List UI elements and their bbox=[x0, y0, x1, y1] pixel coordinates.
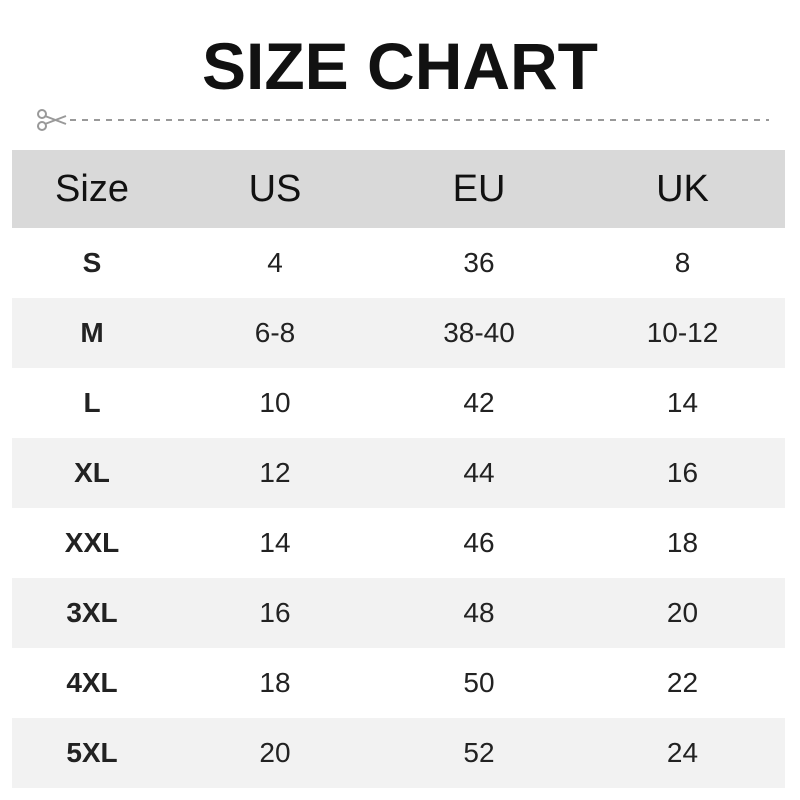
cell-eu: 42 bbox=[463, 387, 495, 418]
cell-us: 6-8 bbox=[254, 317, 296, 348]
size-table: Size US EU UK S 4 36 8 M 6-8 38-40 10-12 L 10 42 14… bbox=[12, 150, 785, 788]
cell-us: 12 bbox=[259, 457, 291, 488]
cell-eu: 36 bbox=[463, 247, 495, 278]
cell-eu: 46 bbox=[463, 527, 495, 558]
cell-size: XXL bbox=[64, 527, 120, 558]
cell-eu: 38-40 bbox=[443, 317, 515, 348]
header-eu: EU bbox=[452, 167, 506, 210]
header-size: Size bbox=[55, 167, 129, 210]
cut-line bbox=[37, 109, 769, 131]
cell-us: 18 bbox=[259, 667, 291, 698]
cell-size: 3XL bbox=[66, 597, 118, 628]
cell-uk: 16 bbox=[666, 457, 699, 488]
page-title: SIZE CHART bbox=[202, 29, 598, 103]
cell-eu: 52 bbox=[463, 737, 495, 768]
cell-size: 4XL bbox=[66, 667, 118, 698]
cell-eu: 44 bbox=[463, 457, 495, 488]
cell-size: S bbox=[82, 247, 102, 278]
table-row: S 4 36 8 bbox=[12, 228, 785, 298]
cell-us: 20 bbox=[259, 737, 291, 768]
table-row: M 6-8 38-40 10-12 bbox=[12, 298, 785, 368]
cell-uk: 20 bbox=[666, 597, 699, 628]
table-row: 5XL 20 52 24 bbox=[12, 718, 785, 788]
cell-size: L bbox=[83, 387, 101, 418]
table-row: 3XL 16 48 20 bbox=[12, 578, 785, 648]
table-header-row: Size US EU UK bbox=[12, 150, 785, 228]
cell-us: 16 bbox=[259, 597, 291, 628]
cell-size: 5XL bbox=[66, 737, 118, 768]
cell-uk: 24 bbox=[666, 737, 699, 768]
cell-size: M bbox=[80, 317, 104, 348]
table-row: XXL 14 46 18 bbox=[12, 508, 785, 578]
cell-us: 14 bbox=[259, 527, 291, 558]
cell-uk: 14 bbox=[666, 387, 699, 418]
cell-eu: 50 bbox=[463, 667, 495, 698]
table-row: XL 12 44 16 bbox=[12, 438, 785, 508]
cell-uk: 18 bbox=[666, 527, 699, 558]
header-uk: UK bbox=[656, 167, 709, 210]
cell-us: 4 bbox=[267, 247, 283, 278]
cell-uk: 22 bbox=[666, 667, 699, 698]
cell-us: 10 bbox=[259, 387, 291, 418]
cell-size: XL bbox=[74, 457, 110, 488]
header-us: US bbox=[248, 167, 302, 210]
scissors-icon bbox=[37, 109, 67, 131]
cell-eu: 48 bbox=[463, 597, 495, 628]
cell-uk: 8 bbox=[674, 247, 691, 278]
table-row: L 10 42 14 bbox=[12, 368, 785, 438]
cell-uk: 10-12 bbox=[646, 317, 719, 348]
table-row: 4XL 18 50 22 bbox=[12, 648, 785, 718]
